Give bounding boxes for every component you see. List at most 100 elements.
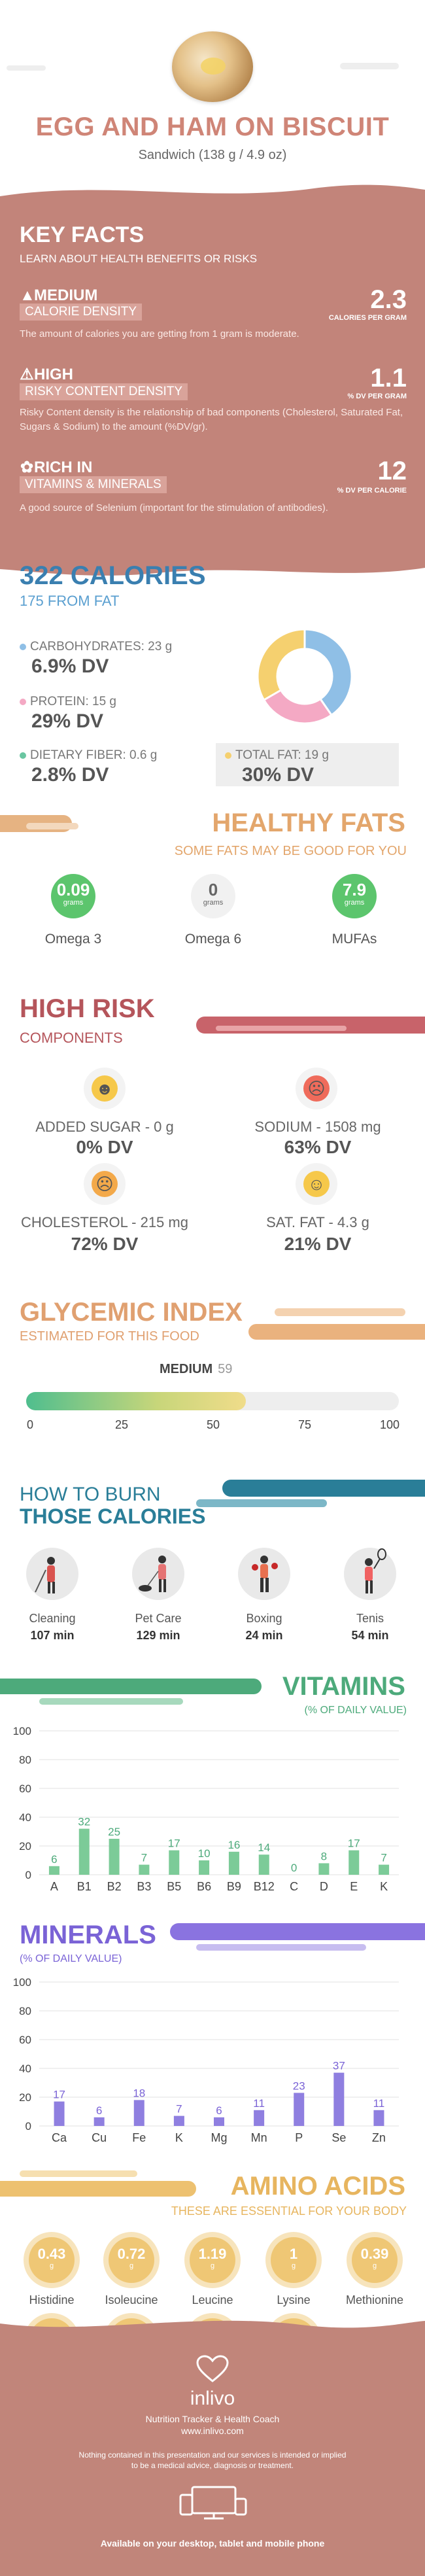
vitamins-category-label-E: E xyxy=(350,1880,358,1893)
calorie-density-description: The amount of calories you are getting f… xyxy=(20,328,299,339)
cholesterol-dv: 72% DV xyxy=(71,1234,139,1254)
minerals-bar-Fe xyxy=(133,2100,144,2126)
amino-decor-bar-light xyxy=(20,2170,137,2177)
vitamins-value-label-B9: 16 xyxy=(228,1839,240,1851)
minerals-ytick-label: 20 xyxy=(19,2091,31,2104)
minerals-category-label-Mn: Mn xyxy=(251,2131,267,2144)
pet-care-label: Pet Care xyxy=(135,1612,182,1625)
vitamins-bar-B6 xyxy=(199,1860,210,1875)
cleaning-icon xyxy=(26,1548,78,1600)
amino-unit: g xyxy=(49,2262,54,2270)
sodium-label: SODIUM - 1508 mg xyxy=(254,1119,381,1135)
vitamins-ytick-label: 80 xyxy=(19,1754,31,1766)
vitamins-bar-B1 xyxy=(78,1828,90,1875)
vitamins-category-label-B6: B6 xyxy=(197,1880,211,1893)
sodium-dv: 63% DV xyxy=(284,1137,352,1157)
minerals-category-label-Zn: Zn xyxy=(372,2131,386,2144)
risky-content-value: 1.1 xyxy=(370,364,407,392)
glycemic-title: GLYCEMIC INDEX xyxy=(20,1298,243,1327)
vitamins-minerals-description: A good source of Selenium (important for… xyxy=(20,502,328,513)
minerals-category-label-Mg: Mg xyxy=(211,2131,227,2144)
high-risk-decor-bar xyxy=(196,1017,425,1034)
minerals-category-label-P: P xyxy=(295,2131,303,2144)
vitamins-bar-K xyxy=(379,1864,390,1875)
amino-value: 0.43 xyxy=(37,2246,66,2262)
minerals-bar-chart: 0 20 40 60 80 100 17 Ca 6 Cu 18 Fe 7 K 6 Mg 11 Mn 23 P 37 Se 1… xyxy=(13,1976,399,2144)
protein-dv: 29% DV xyxy=(31,710,104,732)
glycemic-level: MEDIUM 59 xyxy=(160,1362,233,1376)
vitamins-ytick-label: 40 xyxy=(19,1811,31,1824)
fiber-label: DIETARY FIBER: 0.6 g xyxy=(20,748,157,763)
happy-face-icon: ☻ xyxy=(92,1075,118,1102)
cholesterol-face: ☹ xyxy=(84,1163,126,1205)
devices-icon xyxy=(179,2486,247,2520)
food-photo xyxy=(172,31,253,102)
fiber-dv: 2.8% DV xyxy=(31,764,109,786)
amino-circle-methionine: 0.39 g xyxy=(352,2237,398,2283)
fat-label: TOTAL FAT: 19 g xyxy=(225,748,329,763)
footer-brand: inlivo xyxy=(190,2388,235,2409)
calories-title: 322 CALORIES xyxy=(20,561,206,590)
mufas-label: MUFAs xyxy=(332,931,377,947)
risky-content-level: ⚠HIGH xyxy=(20,366,73,383)
minerals-subtitle: (% OF DAILY VALUE) xyxy=(20,1953,122,1964)
vitamins-category-label-A: A xyxy=(50,1880,58,1893)
key-facts-wave-bottom xyxy=(0,561,425,576)
vitamins-value-label-C: 0 xyxy=(291,1862,297,1874)
donut-slice-fat xyxy=(256,628,306,702)
vitamins-value-label-B5: 17 xyxy=(168,1837,180,1850)
vitamins-ytick-label: 100 xyxy=(13,1725,31,1737)
amino-unit: g xyxy=(129,2262,134,2270)
vitamins-value-label-B3: 7 xyxy=(141,1852,147,1864)
sodium-face: ☹ xyxy=(296,1068,337,1109)
sad-face-icon: ☹ xyxy=(303,1075,330,1102)
high-risk-subtitle: COMPONENTS xyxy=(20,1030,123,1046)
minerals-bar-Mg xyxy=(214,2117,224,2126)
pet-care-minutes: 129 min xyxy=(136,1629,180,1642)
vitamins-bar-B5 xyxy=(169,1850,180,1875)
minerals-bar-K xyxy=(173,2115,184,2126)
vitamins-value-label-B6: 10 xyxy=(198,1847,211,1860)
footer-url[interactable]: www.inlivo.com xyxy=(181,2426,244,2436)
calorie-density-label: CALORIE DENSITY xyxy=(20,304,143,321)
donut-slice-carbs xyxy=(303,628,353,717)
footer-tagline: Nutrition Tracker & Health Coach xyxy=(145,2414,280,2424)
footer-disclaimer-2: to be a medical advice, diagnosis or tre… xyxy=(131,2461,294,2470)
minerals-value-label-Se: 37 xyxy=(333,2060,345,2072)
burn-decor-bar xyxy=(222,1480,425,1497)
glycemic-track xyxy=(26,1392,399,1410)
macro-donut-chart xyxy=(256,628,353,725)
omega-6-label: Omega 6 xyxy=(184,931,242,947)
minerals-decor-bar-light xyxy=(196,1944,366,1951)
mufas-circle: 7.9 grams xyxy=(332,874,377,918)
key-facts-subtitle: LEARN ABOUT HEALTH BENEFITS OR RISKS xyxy=(20,252,258,265)
carbs-dot xyxy=(20,643,26,650)
amino-unit: g xyxy=(372,2262,377,2270)
amino-decor-bar xyxy=(0,2181,196,2197)
vitamins-value-label-B1: 32 xyxy=(78,1816,90,1828)
vitamins-bar-B2 xyxy=(109,1839,120,1875)
minerals-bar-P xyxy=(294,2093,305,2126)
vitamins-bar-chart: 0204060801006A32B125B27B317B510B616B914B… xyxy=(13,1725,399,1893)
risky-content-unit: % DV PER GRAM xyxy=(347,392,407,400)
vitamins-subtitle: (% OF DAILY VALUE) xyxy=(304,1705,407,1716)
warning-icon: ⚠ xyxy=(20,366,34,383)
fat-dot xyxy=(225,752,231,759)
amino-value: 1.19 xyxy=(198,2246,227,2262)
vitamins-category-label-B2: B2 xyxy=(107,1880,122,1893)
tennis-label: Tenis xyxy=(356,1612,384,1625)
vitamins-value-label-K: 7 xyxy=(381,1852,386,1864)
heart-logo-icon xyxy=(196,2355,229,2382)
minerals-category-label-Cu: Cu xyxy=(92,2131,107,2144)
glycemic-decor-bar xyxy=(248,1324,425,1340)
flame-icon: ▲ xyxy=(20,287,35,304)
healthy-fats-decor-bar-small xyxy=(26,823,78,829)
vitamins-bar-E xyxy=(348,1850,360,1875)
boxing-label: Boxing xyxy=(246,1612,282,1625)
amino-label-methionine: Methionine xyxy=(345,2293,404,2306)
minerals-value-label-Zn: 11 xyxy=(373,2097,385,2110)
vitamins-value-label-E: 17 xyxy=(348,1837,360,1850)
burn-decor-bar-light xyxy=(196,1499,327,1507)
